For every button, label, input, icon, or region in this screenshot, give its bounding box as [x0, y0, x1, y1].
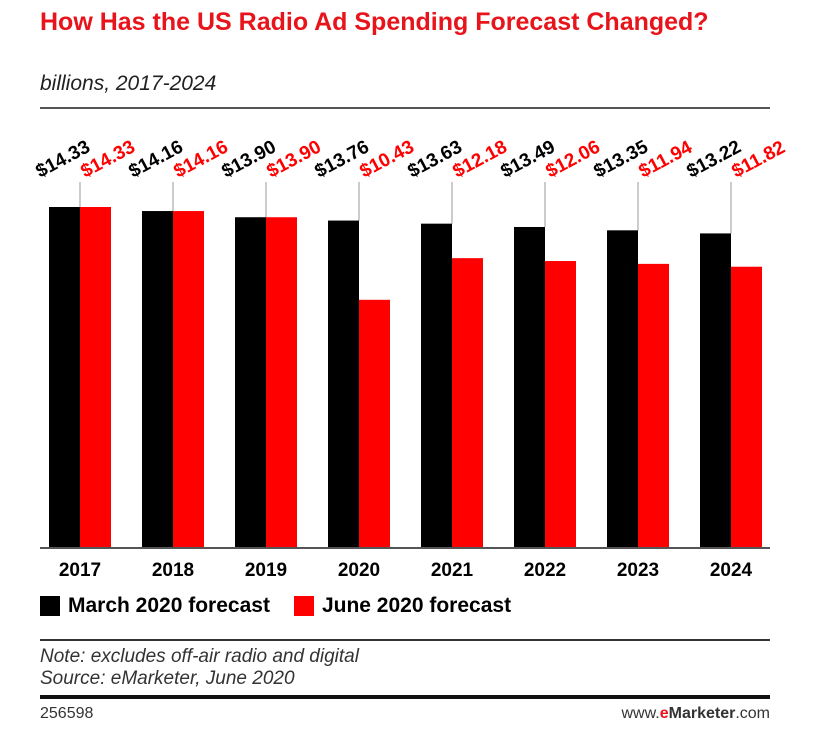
bar-june-2024	[731, 266, 762, 548]
bar-march-2022	[514, 226, 545, 548]
brand-link[interactable]: www.eMarketer.com	[621, 705, 770, 723]
bar-march-2024	[700, 233, 731, 548]
legend-divider	[40, 639, 770, 641]
bar-march-2021	[421, 223, 452, 549]
x-tick-label: 2021	[431, 560, 474, 581]
x-tick-label: 2018	[152, 560, 194, 581]
x-tick-label: 2017	[59, 560, 101, 581]
source: Source: eMarketer, June 2020	[40, 668, 295, 689]
bar-march-2023	[607, 230, 638, 548]
legend-label-june: June 2020 forecast	[321, 594, 512, 617]
x-tick-label: 2023	[617, 560, 659, 581]
legend: March 2020 forecast June 2020 forecast	[40, 594, 511, 618]
bar-june-2018	[173, 211, 204, 549]
brand-e: e	[659, 705, 669, 722]
x-tick-label: 2022	[524, 560, 566, 581]
legend-label-march: March 2020 forecast	[68, 594, 270, 617]
note: Note: excludes off-air radio and digital	[40, 646, 359, 667]
bar-june-2017	[80, 207, 111, 548]
bar-chart: $14.33$14.332017$14.16$14.162018$13.90$1…	[32, 136, 788, 581]
chart-title: How Has the US Radio Ad Spending Forecas…	[40, 8, 709, 36]
legend-swatch-march	[40, 596, 60, 616]
brand-prefix: www.	[621, 705, 660, 722]
bar-march-2017	[49, 207, 80, 548]
bar-march-2020	[328, 220, 359, 549]
bar-june-2020	[359, 299, 390, 548]
brand-suffix: .com	[735, 705, 770, 722]
bar-june-2022	[545, 261, 576, 548]
chart-subtitle: billions, 2017-2024	[40, 72, 217, 95]
footer-divider	[40, 695, 770, 699]
chart-id: 256598	[40, 705, 94, 722]
x-tick-label: 2019	[245, 560, 287, 581]
bar-june-2023	[638, 263, 669, 548]
legend-swatch-june	[293, 596, 314, 616]
bar-march-2018	[142, 211, 173, 549]
brand-name: Marketer	[668, 705, 736, 722]
bar-march-2019	[235, 217, 266, 549]
bar-june-2019	[266, 217, 297, 549]
x-tick-label: 2020	[338, 560, 380, 581]
x-tick-label: 2024	[710, 560, 753, 581]
header-divider	[40, 107, 770, 109]
bar-june-2021	[452, 258, 483, 548]
